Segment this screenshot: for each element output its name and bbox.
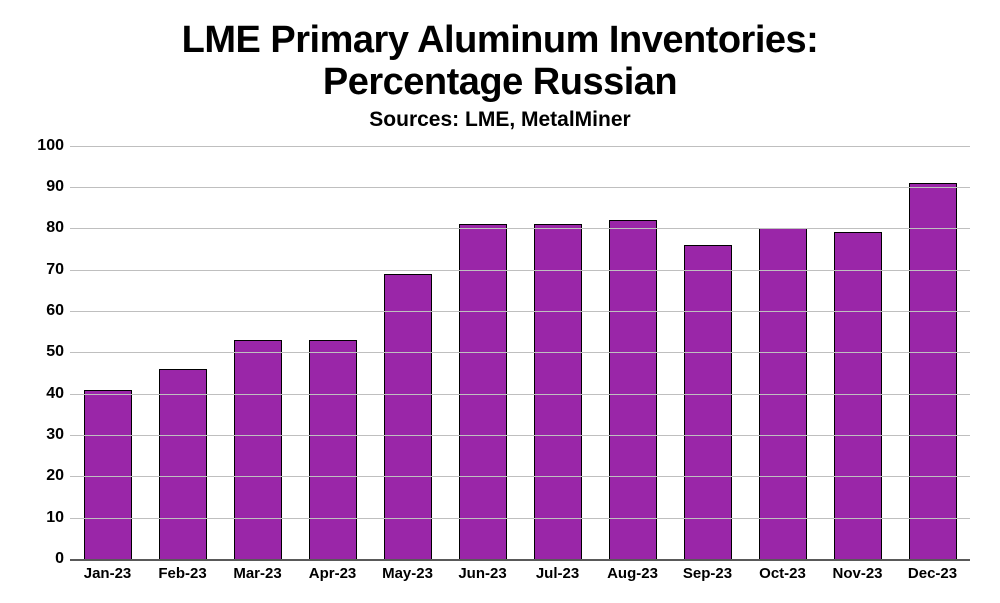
y-axis-tick-label: 50 <box>46 343 70 361</box>
chart-gridline <box>70 311 970 312</box>
chart-gridline <box>70 146 970 147</box>
chart-bar <box>84 390 132 559</box>
y-axis-tick-label: 0 <box>55 550 70 568</box>
chart-bar <box>159 369 207 559</box>
chart-title: LME Primary Aluminum Inventories: Percen… <box>182 20 819 104</box>
chart-bar <box>309 340 357 559</box>
x-axis-tick-label: Oct-23 <box>759 565 806 582</box>
y-axis-tick-label: 60 <box>46 302 70 320</box>
x-axis-tick-label: Dec-23 <box>908 565 957 582</box>
x-axis-tick-label: Apr-23 <box>309 565 357 582</box>
y-axis-tick-label: 90 <box>46 178 70 196</box>
x-axis-tick-label: Aug-23 <box>607 565 658 582</box>
y-axis-tick-label: 100 <box>37 137 70 155</box>
y-axis-tick-label: 20 <box>46 467 70 485</box>
chart-bar <box>609 220 657 559</box>
x-axis-tick-label: Jan-23 <box>84 565 132 582</box>
y-axis-tick-label: 10 <box>46 509 70 527</box>
chart-plot-area: Jan-23Feb-23Mar-23Apr-23May-23Jun-23Jul-… <box>70 146 970 561</box>
chart-gridline <box>70 394 970 395</box>
chart-bar <box>684 245 732 559</box>
y-axis-tick-label: 80 <box>46 219 70 237</box>
chart-plot-wrap: Jan-23 Feb-23 Mar-23 Apr-23 May-23 Jun-23 Jul-… <box>20 146 980 593</box>
chart-bar <box>534 224 582 559</box>
chart-bar <box>834 232 882 559</box>
chart-gridline <box>70 352 970 353</box>
x-axis-tick-label: May-23 <box>382 565 433 582</box>
chart-bar <box>234 340 282 559</box>
x-axis-tick-label: Jul-23 <box>536 565 579 582</box>
chart-subtitle: Sources: LME, MetalMiner <box>369 108 630 132</box>
x-axis-tick-label: Feb-23 <box>158 565 206 582</box>
chart-gridline <box>70 187 970 188</box>
chart-bar <box>909 183 957 559</box>
chart-gridline <box>70 270 970 271</box>
chart-title-line1: LME Primary Aluminum Inventories: <box>182 19 819 61</box>
x-axis-tick-label: Nov-23 <box>832 565 882 582</box>
chart-container: LME Primary Aluminum Inventories: Percen… <box>0 0 1000 603</box>
y-axis-tick-label: 70 <box>46 261 70 279</box>
x-axis-tick-label: Sep-23 <box>683 565 732 582</box>
x-axis-tick-label: Mar-23 <box>233 565 281 582</box>
chart-gridline <box>70 228 970 229</box>
chart-title-line2: Percentage Russian <box>323 61 677 103</box>
y-axis-tick-label: 40 <box>46 385 70 403</box>
chart-gridline <box>70 518 970 519</box>
chart-gridline <box>70 476 970 477</box>
chart-bar <box>384 274 432 559</box>
y-axis-tick-label: 30 <box>46 426 70 444</box>
x-axis-tick-label: Jun-23 <box>458 565 506 582</box>
chart-bar <box>459 224 507 559</box>
chart-gridline <box>70 435 970 436</box>
